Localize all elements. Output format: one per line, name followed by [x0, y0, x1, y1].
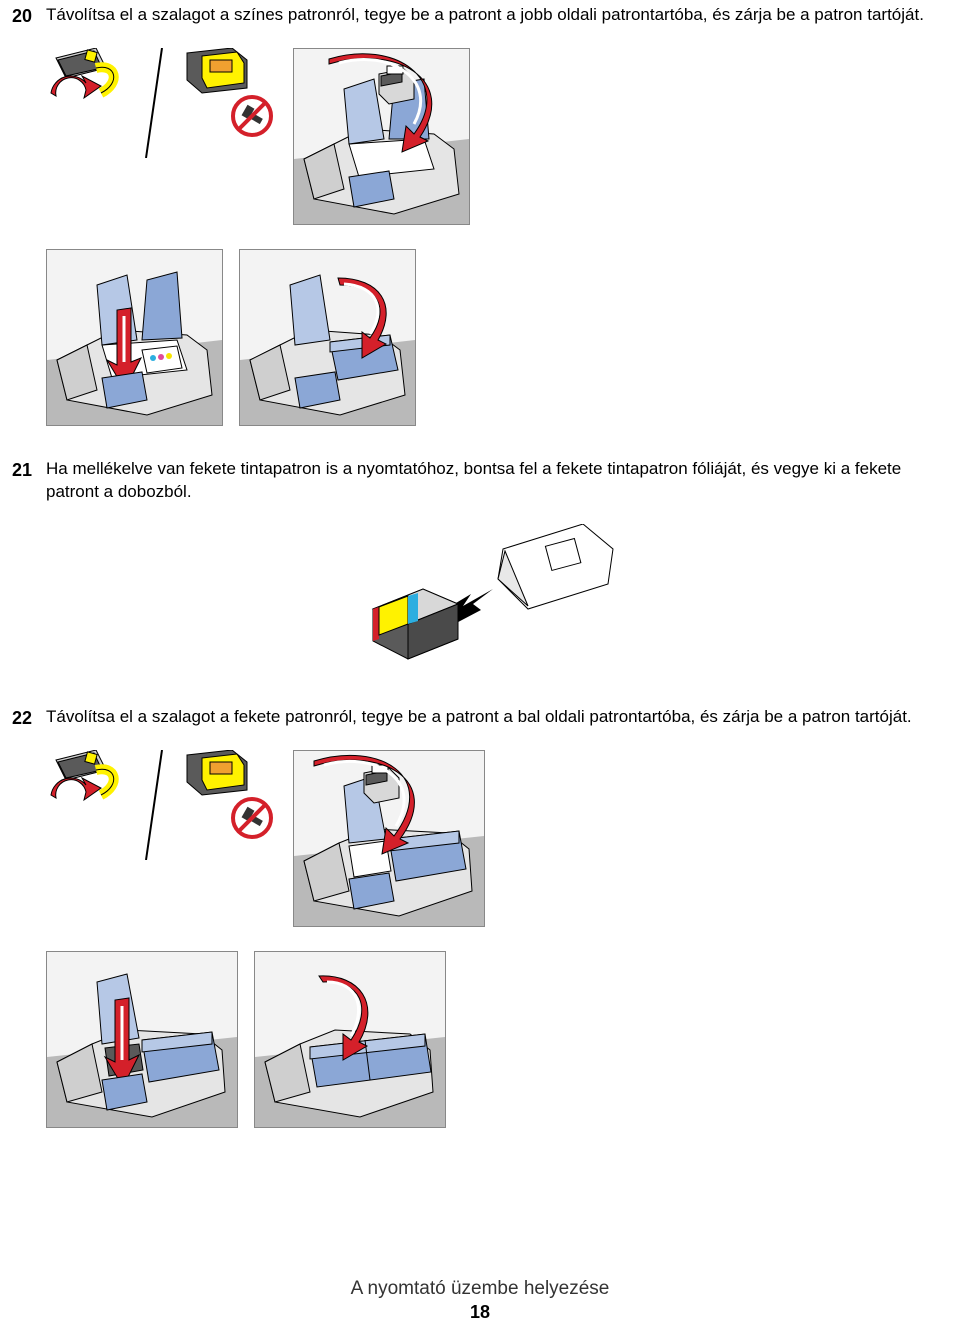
footer-page-number: 18 [0, 1300, 960, 1324]
illus-printer-open-right [46, 249, 223, 426]
illus-cartridge-prohibit-1 [182, 48, 277, 225]
illus-remove-tape-black [46, 750, 126, 927]
step-number: 21 [10, 458, 46, 504]
illus-unpack-black-cartridge [343, 524, 618, 676]
step21-row [0, 512, 960, 688]
illus-insert-color-cartridge [293, 48, 470, 225]
step22-row1 [0, 738, 960, 939]
illus-printer-close-left [254, 951, 446, 1128]
step-20: 20 Távolítsa el a szalagot a színes patr… [0, 0, 960, 36]
step-21: 21 Ha mellékelve van fekete tintapatron … [0, 438, 960, 512]
step-number: 22 [10, 706, 46, 730]
footer-section-title: A nyomtató üzembe helyezése [0, 1276, 960, 1302]
step-text: Távolítsa el a szalagot a fekete patronr… [46, 706, 930, 730]
step-text: Távolítsa el a szalagot a színes patronr… [46, 4, 930, 28]
step-number: 20 [10, 4, 46, 28]
step-22: 22 Távolítsa el a szalagot a fekete patr… [0, 688, 960, 738]
step20-row1 [0, 36, 960, 237]
step20-row2 [0, 237, 960, 438]
divider-line [142, 750, 166, 860]
illus-cartridge-prohibit-2 [182, 750, 277, 927]
illus-printer-open-left [46, 951, 238, 1128]
illus-remove-tape-color [46, 48, 126, 225]
illus-printer-close-right [239, 249, 416, 426]
step-text: Ha mellékelve van fekete tintapatron is … [46, 458, 930, 504]
illus-insert-black-cartridge [293, 750, 485, 927]
divider-line [142, 48, 166, 158]
step22-row2 [0, 939, 960, 1140]
